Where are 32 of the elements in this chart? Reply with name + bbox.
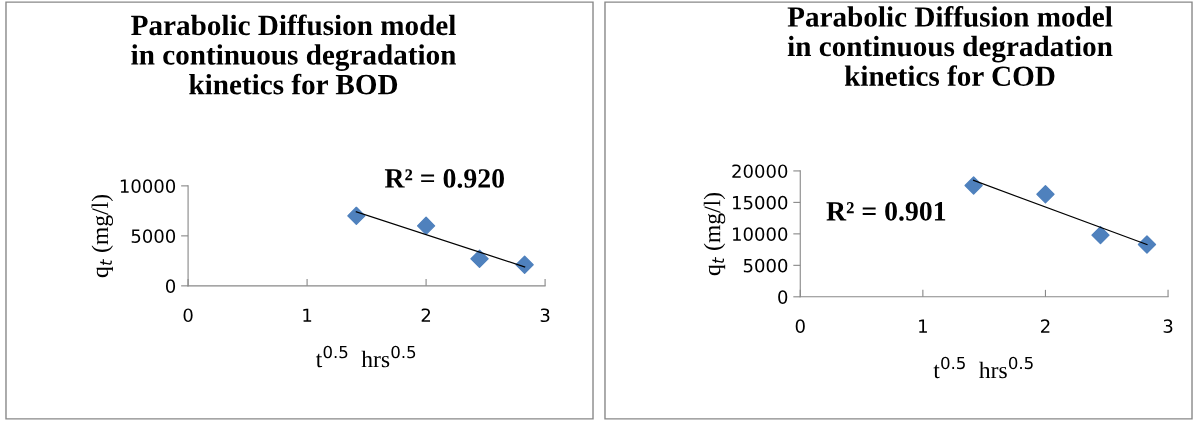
y-tick-label: 0	[778, 290, 788, 304]
y-tick-label: 10000	[733, 227, 788, 241]
chart-title: Parabolic Diffusion model in continuous degradation kinetics for COD	[787, 6, 1113, 87]
point	[416, 216, 436, 236]
y-tick-label: 10000	[120, 179, 176, 193]
x-tick-label: 1	[303, 308, 312, 322]
x-tick-label: 1	[919, 319, 927, 333]
y-tick-label: 15000	[733, 195, 788, 210]
x-tick-label: 3	[540, 308, 550, 323]
annotation: R² = 0.920	[384, 169, 504, 188]
x-tick-label: 2	[421, 308, 431, 322]
y-tick-label: 5000	[131, 229, 176, 243]
point	[1036, 185, 1055, 204]
x-axis-title: t$^{0.5}$ hrs$^{0.5}$	[933, 356, 1033, 379]
annotation: R² = 0.901	[826, 201, 946, 221]
chart-title: Parabolic Diffusion model in continuous degradation kinetics for BOD	[131, 14, 456, 95]
y-axis-title: q$_{t}$ (mg/l)	[703, 192, 726, 276]
x-tick-label: 2	[1041, 319, 1050, 333]
y-axis-title: q$_{t}$ (mg/l)	[91, 194, 114, 278]
y-tick-label: 20000	[732, 164, 788, 179]
x-tick-label: 3	[1163, 319, 1173, 333]
point	[470, 249, 489, 269]
point	[1091, 225, 1110, 245]
x-axis-title: t$^{0.5}$ hrs$^{0.5}$	[315, 345, 416, 368]
point	[1137, 235, 1157, 254]
y-tick-label: 0	[165, 279, 176, 293]
x-tick-label: 0	[183, 308, 193, 323]
point	[515, 255, 534, 275]
point	[347, 206, 366, 226]
x-tick-label: 0	[795, 319, 805, 333]
point	[964, 176, 983, 195]
y-tick-label: 5000	[743, 258, 788, 273]
